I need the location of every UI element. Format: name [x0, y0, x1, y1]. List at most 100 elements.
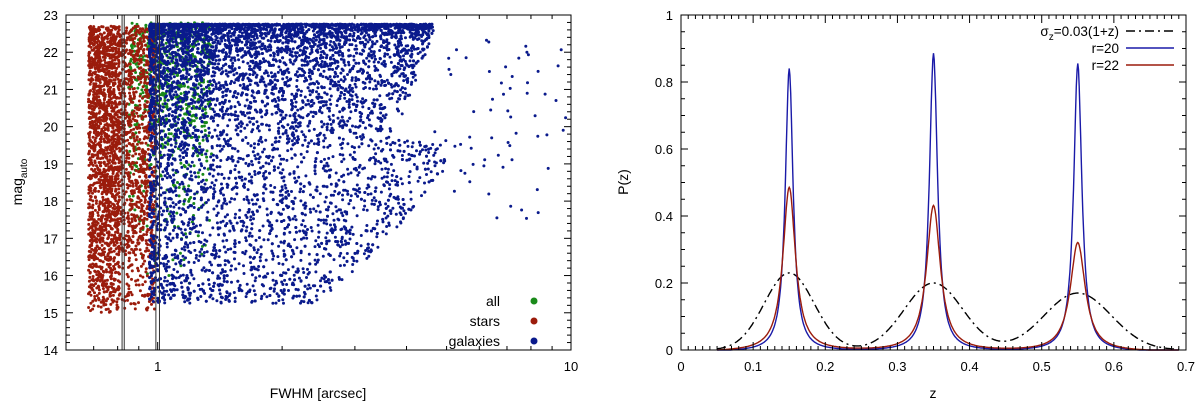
star-point: [108, 270, 111, 274]
star-point: [142, 212, 146, 216]
all-point: [196, 154, 200, 158]
star-point: [129, 49, 133, 53]
galaxy-point: [290, 156, 294, 160]
star-point: [117, 191, 121, 195]
star-point: [94, 82, 98, 86]
star-point: [135, 106, 139, 110]
star-point: [127, 52, 130, 56]
star-point: [137, 47, 141, 51]
star-point: [117, 285, 121, 289]
star-point: [116, 127, 120, 131]
star-point: [117, 187, 121, 191]
star-point: [100, 216, 104, 219]
star-point: [136, 114, 140, 118]
star-point: [87, 249, 91, 253]
star-point: [114, 101, 118, 105]
star-point: [137, 301, 140, 305]
all-point: [129, 57, 133, 61]
galaxy-point: [327, 115, 331, 119]
star-point: [102, 51, 106, 55]
all-point: [207, 87, 211, 90]
star-point: [136, 181, 140, 185]
star-point: [134, 169, 138, 172]
galaxy-point: [230, 264, 233, 268]
star-point: [92, 93, 96, 97]
star-point: [117, 32, 121, 36]
star-point: [117, 53, 121, 57]
star-point: [131, 184, 135, 188]
star-point: [143, 94, 147, 98]
star-point: [94, 85, 98, 89]
star-point: [92, 98, 96, 102]
star-point: [112, 25, 116, 29]
star-point: [115, 213, 119, 217]
all-point: [177, 186, 181, 189]
galaxy-point: [338, 124, 342, 128]
star-point: [95, 199, 98, 203]
galaxy-point: [325, 231, 329, 235]
star-point: [127, 293, 131, 297]
star-point: [110, 124, 114, 128]
star-point: [142, 171, 146, 175]
star-point: [144, 175, 148, 179]
all-point: [161, 91, 165, 95]
star-point: [94, 171, 98, 174]
galaxy-point: [241, 157, 245, 161]
star-point: [95, 294, 99, 298]
galaxy-point: [216, 211, 220, 215]
star-point: [91, 299, 95, 303]
star-point: [89, 45, 93, 49]
star-point: [97, 178, 101, 181]
star-point: [96, 152, 100, 156]
star-point: [88, 271, 92, 275]
star-point: [128, 38, 132, 42]
star-point: [96, 156, 100, 160]
star-point: [149, 144, 153, 148]
star-point: [106, 237, 110, 241]
star-point: [125, 26, 129, 30]
star-point: [116, 115, 120, 119]
star-point: [107, 224, 110, 227]
star-point: [143, 198, 147, 202]
star-point: [96, 304, 100, 308]
star-point: [98, 116, 102, 120]
galaxy-point: [365, 208, 369, 212]
star-point: [91, 135, 95, 139]
star-point: [89, 80, 93, 84]
star-point: [128, 122, 132, 126]
galaxy-point: [194, 175, 198, 179]
galaxy-point: [234, 212, 237, 216]
star-point: [131, 100, 135, 104]
star-point: [93, 291, 96, 295]
star-point: [88, 122, 92, 126]
star-point: [97, 265, 101, 269]
star-point: [114, 175, 117, 179]
star-point: [93, 269, 97, 273]
star-point: [130, 247, 134, 251]
star-point: [98, 81, 102, 84]
star-point: [135, 119, 139, 123]
star-point: [102, 233, 106, 237]
star-point: [117, 96, 121, 100]
galaxy-point: [244, 236, 248, 240]
star-point: [126, 275, 130, 279]
star-point: [89, 112, 93, 116]
all-point: [141, 91, 145, 95]
star-point: [101, 77, 105, 81]
star-point: [102, 137, 106, 141]
star-point: [109, 302, 113, 306]
star-point: [140, 29, 143, 33]
star-point: [110, 53, 114, 57]
galaxy-point: [307, 102, 311, 106]
star-point: [143, 161, 147, 165]
star-point: [91, 239, 95, 243]
galaxy-point: [281, 207, 285, 211]
all-point: [140, 88, 144, 92]
star-point: [109, 266, 112, 270]
all-point: [205, 149, 209, 153]
galaxy-point: [204, 134, 208, 138]
star-point: [141, 158, 145, 162]
galaxy-point: [250, 175, 254, 179]
star-point: [91, 48, 95, 52]
star-point: [103, 217, 107, 221]
